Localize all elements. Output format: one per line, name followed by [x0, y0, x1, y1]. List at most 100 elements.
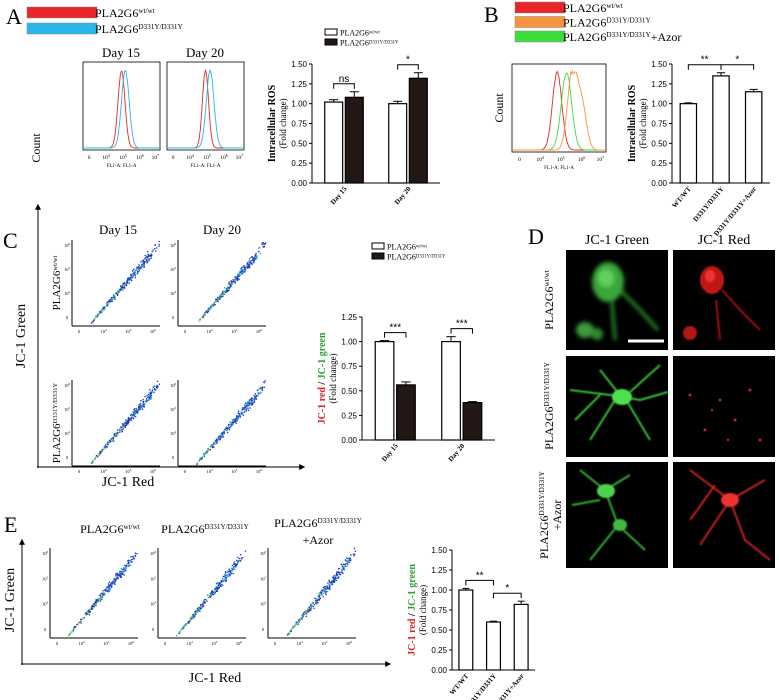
scatter-dot — [93, 319, 95, 322]
scatter-dot — [122, 573, 124, 575]
tick-exp: 5 — [236, 468, 238, 472]
tick-base: 10 — [42, 602, 47, 607]
label: PLA2G6D331Y/D331Y — [274, 516, 362, 530]
scatter-dot — [333, 580, 335, 583]
scatter-dot — [229, 574, 231, 577]
scatter-dot — [238, 412, 241, 415]
scatter-dot — [130, 413, 133, 415]
scatter-dot — [187, 621, 190, 623]
scatter-dot — [107, 585, 110, 588]
scatter-dot — [112, 581, 114, 584]
scatter-dot — [236, 419, 238, 422]
scatter-dot — [145, 259, 148, 261]
scatter-dot — [255, 256, 257, 259]
scatter-dot — [98, 594, 100, 597]
scatter-dot — [241, 413, 243, 415]
tick-base: 10 — [150, 469, 155, 474]
scatter-dot — [243, 269, 246, 271]
y-tick-label: 1.00 — [651, 100, 667, 109]
significance-label: * — [735, 55, 739, 66]
bar — [679, 103, 698, 184]
scatter-dot — [216, 298, 218, 301]
scatter-dot — [144, 395, 146, 398]
scatter-dot — [90, 322, 93, 324]
significance-label: *** — [389, 323, 401, 334]
tick-exp: 6 — [174, 382, 176, 386]
histogram-frame — [82, 61, 161, 151]
scatter-dot — [254, 254, 257, 256]
scatter-dot — [149, 258, 151, 260]
y-tick-label: 1.50 — [291, 60, 307, 69]
scatter-dot — [250, 262, 252, 264]
legend-swatch — [26, 6, 98, 19]
scatter-dot — [241, 408, 244, 410]
scatter-dot — [212, 303, 214, 306]
scatter-dot — [236, 559, 238, 562]
tick-base: 10 — [64, 291, 69, 296]
tick-base: 0 — [184, 469, 187, 474]
scatter-dot — [237, 559, 240, 562]
scatter-dot — [329, 588, 331, 590]
significance-bracket — [465, 579, 494, 586]
scatter-dot — [246, 401, 248, 403]
scatter-dot — [209, 306, 211, 309]
scatter-dot — [80, 618, 82, 621]
scatter-dot — [108, 588, 110, 591]
scatter-dot — [72, 628, 75, 630]
x-tick-label: D331Y/D331Y — [464, 672, 498, 700]
flow-tick-label: 0 — [274, 641, 277, 646]
scatter-dot — [125, 419, 127, 421]
scatter-dot — [324, 586, 327, 589]
tick-base: 10 — [150, 576, 155, 581]
scatter-dot — [117, 291, 120, 294]
tick-exp: 5 — [216, 640, 218, 644]
scatter-dot — [152, 249, 154, 251]
scatter-dot — [215, 299, 217, 302]
histogram-x-label: FL1-A: FL1-A — [107, 164, 137, 169]
y-tick-label: 1.25 — [291, 80, 307, 89]
scatter-dot — [85, 612, 88, 614]
scatter-dot — [142, 263, 145, 265]
tick-base: 10 — [170, 383, 175, 388]
scatter-dot — [108, 581, 111, 583]
scatter-dot — [142, 259, 145, 262]
scatter-dot — [185, 622, 188, 625]
scatter-dot — [222, 580, 225, 583]
label-sup: D331Y/D331Y — [205, 523, 250, 531]
scatter-dot — [212, 593, 215, 596]
scatter-dot — [102, 307, 105, 309]
flow-tick-label: 0 — [66, 315, 69, 320]
label: PLA2G6D331Y/D331Y — [340, 39, 399, 48]
scatter-dot — [236, 418, 238, 420]
scatter-dot — [119, 431, 121, 434]
scatter-dot — [216, 439, 218, 441]
tick-exp: 4 — [105, 468, 107, 472]
scatter-dot — [229, 421, 232, 423]
scatter-dot — [250, 397, 253, 399]
tick-exp: 6 — [240, 640, 242, 644]
scatter-dot — [203, 602, 206, 604]
scatter-dot — [222, 575, 225, 578]
label-sup: wt/wt — [138, 7, 154, 15]
scatter-dot — [252, 258, 254, 261]
scatter-dot — [201, 316, 203, 318]
flow-tick-label: 105 — [64, 266, 71, 272]
scatter-dot — [98, 598, 100, 600]
y-title-part: JC-1 green — [407, 564, 418, 611]
label-sup: D331Y/D331Y — [52, 383, 59, 424]
flow-tick-label: 104 — [170, 430, 177, 436]
scatter-dot — [123, 570, 125, 573]
tick-base: 10 — [119, 155, 125, 161]
tick-exp: 4 — [68, 430, 70, 434]
label: PLA2G6wt/wt — [542, 270, 556, 330]
y-tick-label: 0.25 — [291, 159, 307, 168]
tick-exp: 5 — [125, 154, 127, 158]
scatter-dot — [92, 320, 94, 323]
scatter-dot — [88, 614, 91, 616]
scatter-dot — [96, 454, 98, 457]
flow-tick-label: 104 — [101, 328, 108, 334]
scatter-dot — [202, 601, 204, 604]
tick-exp: 4 — [46, 601, 48, 605]
scatter-dot — [232, 279, 234, 281]
flow-tick-label: 105 — [125, 328, 132, 334]
